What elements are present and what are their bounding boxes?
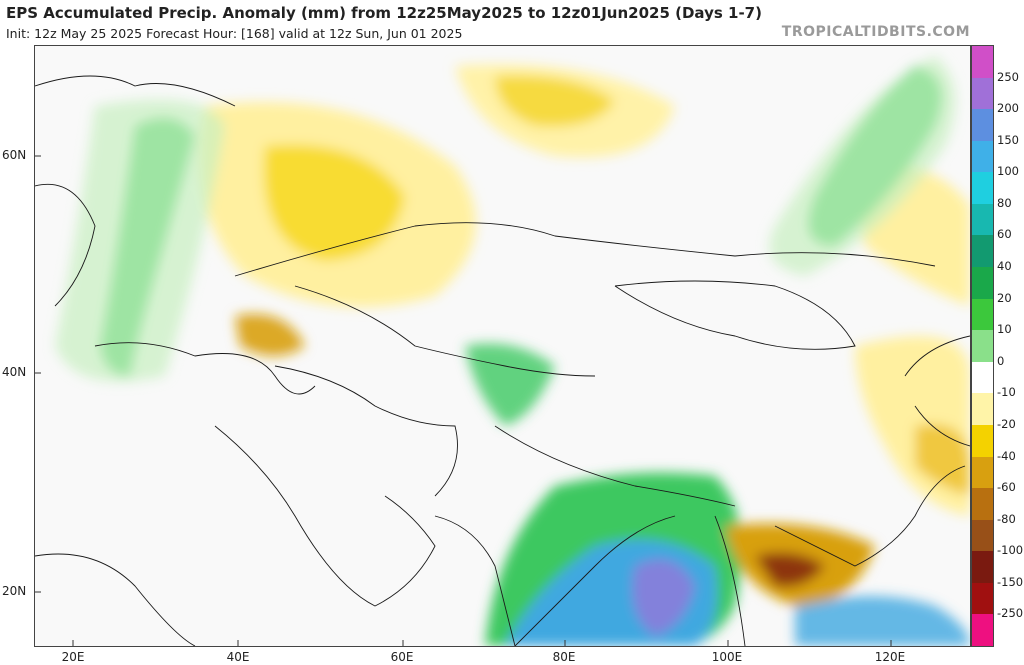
lat-label-60n: 60N [2,148,27,162]
lon-label-60e: 60E [390,650,414,664]
colorbar-segment [972,361,993,394]
brand-watermark: TROPICALTIDBITS.COM [781,24,970,40]
border-russia-south [234,222,936,277]
colorbar-tick-label: 250 [997,69,1019,84]
lon-label-120e: 120E [874,650,906,664]
coastline-southeast-asia [714,465,966,646]
dry-zone-caucasus [235,314,305,356]
border-mongolia [614,280,856,350]
colorbar-tick-label: 40 [997,259,1012,274]
colorbar-tick-label: 10 [997,322,1012,337]
colorbar-segment [972,330,993,363]
colorbar-segment [972,456,993,489]
lon-label-40e: 40E [226,650,250,664]
colorbar-segment [972,424,993,458]
chart-subtitle: Init: 12z May 25 2025 Forecast Hour: [16… [6,26,463,41]
colorbar-segment [972,267,993,300]
colorbar-tick-label: -80 [997,511,1016,526]
colorbar-segment [972,582,993,615]
colorbar-segment [972,614,993,647]
colorbar-tick-label: -10 [997,385,1016,400]
colorbar-segment [972,109,993,142]
border-central-asia [294,285,596,377]
colorbar-segment [972,298,993,331]
coastline-arabia [214,425,436,607]
colorbar-segment [972,488,993,521]
lat-label-20n: 20N [2,584,27,598]
colorbar-tick-label: 150 [997,132,1019,147]
coastline-europe [35,75,316,395]
colorbar-segment [972,393,993,426]
lat-label-40n: 40N [2,365,27,379]
colorbar-segment [972,77,993,110]
precip-anomaly-map [35,46,970,646]
dry-core-southeast-asia [755,552,825,587]
colorbar-tick-label: -60 [997,480,1016,495]
lon-label-100e: 100E [711,650,743,664]
colorbar-tick-label: -40 [997,448,1016,463]
colorbar-segment [972,551,993,584]
wet-area-central-asia [465,343,555,426]
colorbar-tick-label: -100 [997,543,1024,558]
colorbar-segment [972,235,993,268]
dry-zone-korea [915,424,970,496]
border-himalaya [494,425,736,507]
dry-zone-siberia-core [495,75,615,127]
lon-label-20e: 20E [61,650,85,664]
colorbar-segment [972,140,993,173]
colorbar [971,45,994,647]
wet-area-indochina [795,596,970,646]
chart-title: EPS Accumulated Precip. Anomaly (mm) fro… [6,4,762,22]
map-panel [34,45,971,647]
coastline-africa [35,553,196,646]
colorbar-tick-label: 80 [997,195,1012,210]
colorbar-tick-label: 60 [997,227,1012,242]
coastline-east-asia [904,335,970,447]
colorbar-segment [972,172,993,205]
dry-zone-core [263,144,405,261]
border-iran [274,365,458,497]
colorbar-tick-label: -150 [997,574,1024,589]
colorbar-tick-label: 200 [997,101,1019,116]
colorbar-tick-label: 100 [997,164,1019,179]
lon-label-80e: 80E [552,650,576,664]
colorbar-tick-label: -20 [997,416,1016,431]
wet-band-europe-light [55,99,225,382]
wet-core-bay [632,559,695,636]
colorbar-tick-label: 0 [997,353,1005,368]
colorbar-segment [972,203,993,236]
colorbar-segment [972,519,993,552]
colorbar-tick-label: -250 [997,606,1024,621]
colorbar-segment [972,46,993,79]
colorbar-tick-label: 20 [997,290,1012,305]
wet-band-far-east-light [769,56,956,276]
coastline-india [434,515,676,646]
